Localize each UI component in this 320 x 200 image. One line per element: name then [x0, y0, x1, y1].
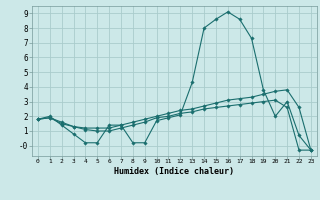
X-axis label: Humidex (Indice chaleur): Humidex (Indice chaleur) [115, 167, 234, 176]
